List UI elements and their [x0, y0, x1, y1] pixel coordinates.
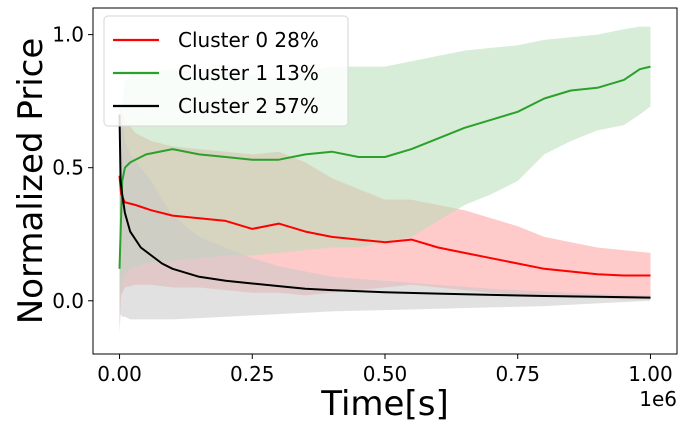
x-axis-multiplier: 1e6 [639, 387, 677, 411]
x-tick-label: 1.00 [628, 362, 673, 386]
x-tick-label: 0.25 [230, 362, 275, 386]
series-lines [118, 65, 651, 299]
line-cluster-2 [118, 114, 651, 299]
band-cluster-2 [119, 101, 651, 333]
line-cluster-0 [118, 175, 651, 277]
legend-label-cluster-0: Cluster 0 28% [178, 28, 319, 52]
x-tick-label: 0.50 [363, 362, 408, 386]
legend-label-cluster-1: Cluster 1 13% [178, 61, 319, 85]
y-axis-ticks: 0.0 0.5 1.0 [52, 23, 93, 313]
x-axis-title: Time[s] [320, 384, 448, 423]
line-cluster-1 [118, 65, 651, 269]
y-tick-label: 0.5 [52, 156, 84, 180]
y-tick-label: 1.0 [52, 23, 84, 47]
legend-box [103, 15, 349, 127]
x-axis-ticks: 0.00 0.25 0.50 0.75 1.00 [97, 354, 673, 386]
x-tick-label: 0.75 [495, 362, 540, 386]
legend-label-cluster-2: Cluster 2 57% [178, 94, 319, 118]
y-axis-title: Normalized Price [11, 38, 51, 325]
x-tick-label: 0.00 [97, 362, 142, 386]
legend: Cluster 0 28% Cluster 1 13% Cluster 2 57% [103, 15, 349, 127]
y-tick-label: 0.0 [52, 289, 84, 313]
